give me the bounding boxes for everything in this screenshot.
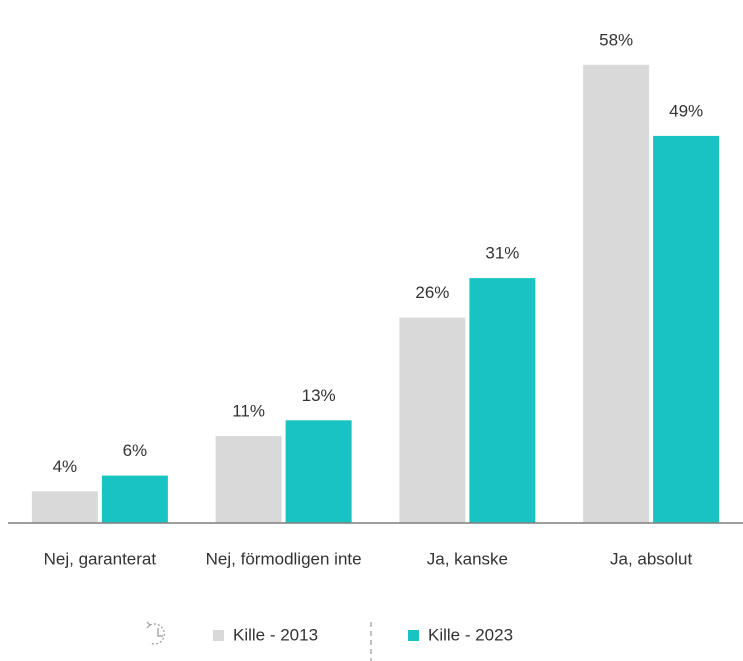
value-label: 31% (485, 244, 519, 263)
legend-swatch (408, 630, 419, 641)
value-label: 13% (302, 386, 336, 405)
bar (285, 420, 352, 523)
value-label: 58% (599, 30, 633, 49)
bar (399, 317, 466, 523)
value-label: 4% (53, 457, 78, 476)
x-tick-label: Ja, kanske (427, 549, 508, 568)
bar (653, 135, 720, 523)
bar (215, 436, 282, 523)
legend-time-icon (146, 621, 165, 645)
value-label: 26% (415, 283, 449, 302)
value-label: 49% (669, 101, 703, 120)
bar (101, 475, 168, 523)
value-label: 11% (232, 402, 265, 421)
bar (583, 64, 650, 524)
x-tick-label: Ja, absolut (610, 549, 692, 568)
legend-label: Kille - 2023 (428, 625, 513, 644)
legend-swatch (213, 630, 224, 641)
bar (31, 491, 98, 523)
bar (469, 278, 536, 523)
value-label: 6% (123, 441, 148, 460)
x-tick-label: Nej, förmodligen inte (206, 549, 362, 568)
legend-label: Kille - 2013 (233, 625, 318, 644)
x-tick-label: Nej, garanterat (44, 549, 157, 568)
